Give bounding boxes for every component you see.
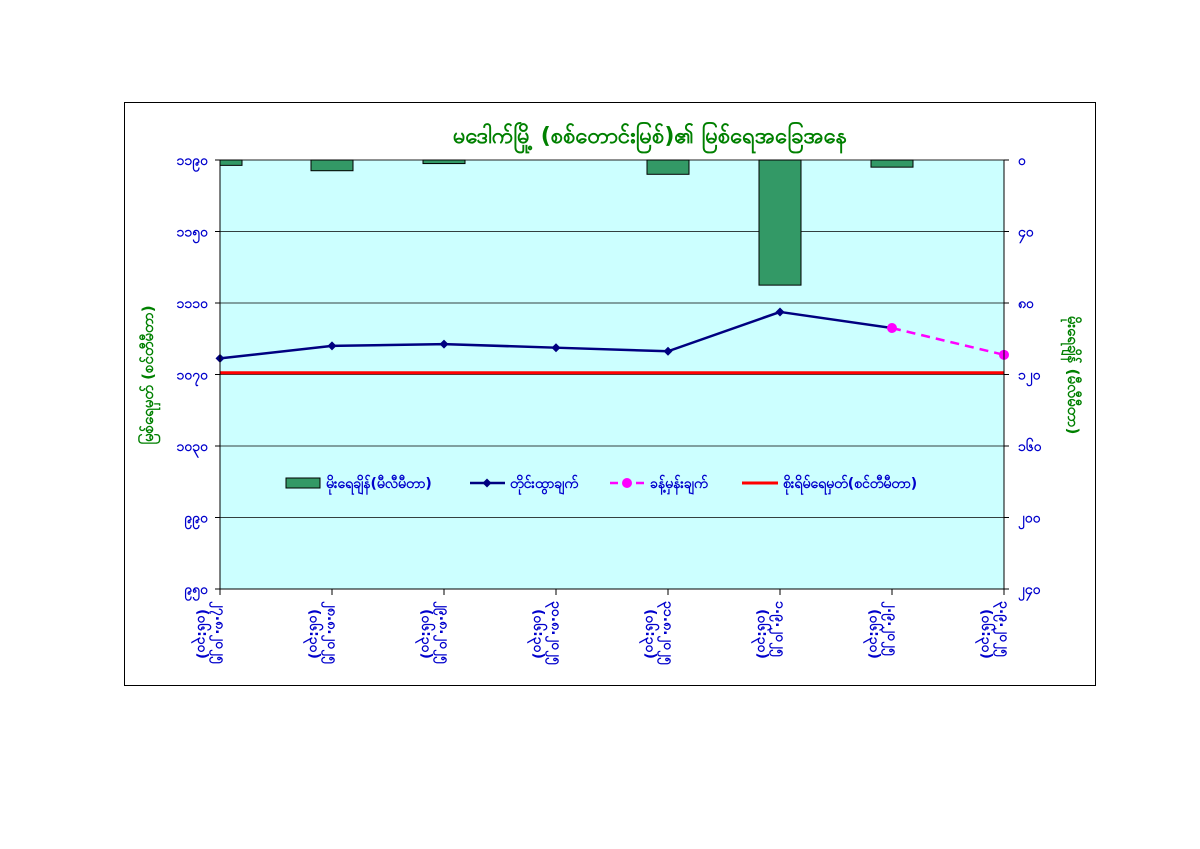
legend-label-observed: တိုင်းထွာချက် (510, 475, 579, 495)
legend: မိုးရေချိန်(မီလီမီတာ) တိုင်းထွာချက် ခန့်မှ… (285, 475, 917, 495)
x-tick-labels: ၂၇.၈.၂၀၂၅(၀၆:၃၀) ၂၈.၈.၂၀၂၅(၀၆:၃၀) ၂၉.၈.၂၀၂… (191, 601, 1012, 666)
rainfall-bar (646, 159, 690, 175)
rainfall-bar (422, 159, 466, 165)
forecast-point (887, 323, 897, 334)
observed-point (327, 341, 337, 351)
x-tick-label-time: (၀၆:၃၀) (303, 609, 323, 659)
y-axis-left-label: မြစ်ရေမှတ် (စင်တီမီတာ) (137, 305, 161, 444)
x-tick-label-time: (၀၆:၃၀) (863, 609, 883, 659)
forecast-line (891, 326, 1005, 357)
rainfall-bar (219, 159, 243, 166)
y-tick-label-left: ၁၁၁၀ (177, 296, 210, 312)
rainfall-bar (758, 159, 802, 286)
y-tick-label-right: ၂၄၀ (1018, 582, 1042, 601)
observed-line (219, 310, 781, 360)
forecast-bridge-line (779, 310, 893, 330)
legend-swatch-rainfall (285, 477, 321, 489)
observed-point (551, 343, 561, 353)
x-tick-label-date: ၂၈.၈.၂၀၂၅ (321, 601, 340, 665)
legend-label-rainfall: မိုးရေချိန်(မီလီမီတာ) (326, 475, 432, 495)
x-tick-label-time: (၀၆:၃၀) (751, 609, 771, 659)
x-tick-label-time: (၀၆:၃၀) (527, 609, 547, 659)
legend-label-danger: စိုးရိမ်ရေမှတ်(စင်တီမီတာ) (783, 475, 917, 495)
legend-marker-observed (482, 478, 492, 488)
legend-label-forecast: ခန့်မှန်းချက် (650, 475, 709, 495)
x-tick-label-date: ၂၉.၈.၂၀၂၅ (433, 601, 452, 665)
x-tick-label-date: ၃.၉.၂၀၂၅ (993, 601, 1012, 658)
rainfall-bar (310, 159, 354, 172)
y-tick-label-right: ၈၀ (1018, 296, 1035, 312)
chart-title: မဒေါက်မြို့ (စစ်တောင်းမြစ်)၏ မြစ်ရေအခြေအ… (453, 121, 847, 154)
observed-point (663, 346, 673, 356)
x-tick-label-date: ၁.၉.၂၀၂၅ (769, 601, 788, 658)
observed-point (439, 339, 449, 349)
legend-marker-forecast (622, 478, 632, 488)
x-tick-label-time: (၀၆:၃၀) (191, 609, 211, 659)
x-tick-label-date: ၂၇.၈.၂၀၂၅ (209, 601, 228, 665)
y-tick-label-left: ၉၉၀ (184, 511, 209, 530)
y-tick-label-left: ၁၀၃၀ (177, 439, 210, 458)
y-tick-label-left: ၉၅၀ (184, 582, 209, 601)
y-tick-label-right: ၂၀၀ (1018, 511, 1042, 530)
y-tick-label-left: ၁၁၉၀ (177, 153, 210, 172)
x-tick-label-time: (၀၆:၃၀) (415, 609, 435, 659)
y-tick-label-right: ၁၂၀ (1018, 368, 1042, 387)
y-tick-label-right: ၀ (1018, 153, 1027, 169)
rainfall-bars (219, 159, 914, 286)
y-tick-label-right: ၁၆၀ (1018, 438, 1043, 455)
y-tick-label-right: ၄၀ (1018, 225, 1035, 244)
y-tick-label-left: ၁၀၇၀ (177, 368, 210, 387)
axes (215, 159, 1009, 595)
x-tick-label-time: (၀၆:၃၀) (639, 609, 659, 659)
observed-point (775, 307, 785, 317)
x-tick-label-date: ၃၀.၈.၂၀၂၅ (545, 601, 564, 666)
rainfall-bar (870, 159, 914, 168)
y-tick-label-left: ၁၁၅၀ (177, 225, 210, 244)
y-axis-right-label: မိုးရေချိန် (မီလီမီတာ) (1060, 316, 1083, 435)
series-lines (215, 307, 1009, 375)
x-tick-label-time: (၀၆:၃၀) (975, 609, 995, 659)
x-tick-label-date: ၂.၉.၂၀၂၅ (881, 601, 900, 657)
x-tick-label-date: ၃၁.၈.၂၀၂၅ (657, 601, 676, 666)
